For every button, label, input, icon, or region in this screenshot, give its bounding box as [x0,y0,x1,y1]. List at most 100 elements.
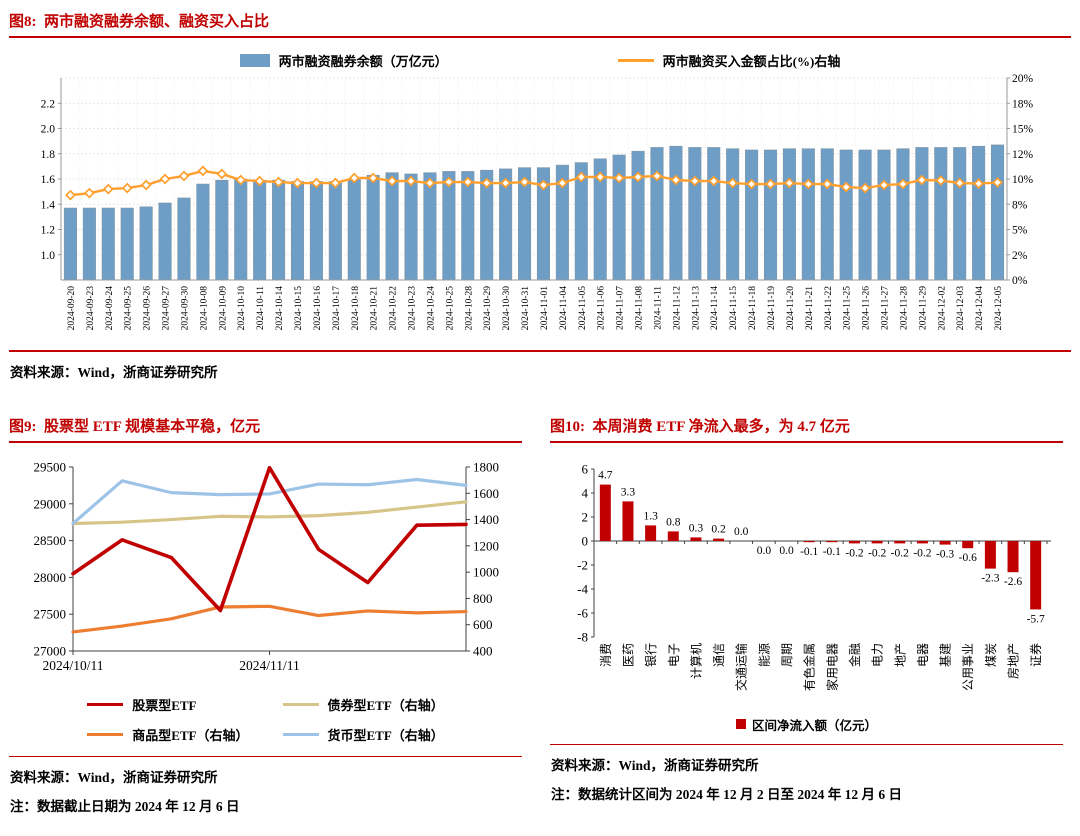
svg-text:2024-12-05: 2024-12-05 [994,286,1004,331]
svg-text:-0.2: -0.2 [845,547,863,559]
svg-text:0: 0 [582,533,589,548]
svg-text:2024-11-07: 2024-11-07 [616,286,626,330]
svg-text:煤炭: 煤炭 [984,643,998,667]
svg-text:2024-11-28: 2024-11-28 [899,286,909,330]
figure-10-note: 注：数据统计区间为 2024 年 12 月 2 日至 2024 年 12 月 6… [551,787,902,802]
svg-text:2.0: 2.0 [41,124,56,136]
svg-text:1200: 1200 [473,538,499,553]
legend-item-balance: 两市融资融券余额（万亿元） [239,51,448,70]
svg-text:-5.7: -5.7 [1027,613,1045,625]
legend-item-commodity-etf: 商品型ETF（右轴） [87,725,249,744]
svg-text:1.0: 1.0 [41,250,56,262]
svg-text:2024-12-04: 2024-12-04 [975,286,985,331]
legend-label-money-etf: 货币型ETF（右轴） [327,727,444,743]
line-swatch [617,59,654,62]
svg-text:2024-11-21: 2024-11-21 [805,286,815,330]
svg-text:2024-10-17: 2024-10-17 [332,286,342,331]
svg-text:0.3: 0.3 [689,522,704,534]
svg-text:2024-10-10: 2024-10-10 [237,286,247,331]
figure-9-title-rule [9,440,522,443]
svg-text:2024-10-08: 2024-10-08 [199,286,209,331]
svg-text:4: 4 [582,485,589,500]
svg-text:0.0: 0.0 [779,545,794,557]
svg-text:2024-11-22: 2024-11-22 [824,286,834,330]
svg-text:-2.6: -2.6 [1004,576,1022,588]
svg-text:1.3: 1.3 [643,510,658,522]
svg-text:2024-11-06: 2024-11-06 [597,286,607,330]
figure-8: 图8: 两市融资融券余额、融资买入占比 两市融资融券余额（万亿元） 两市融资买入… [9,6,1071,381]
figure-10-title: 图10: 本周消费 ETF 净流入最多，为 4.7 亿元 [550,418,850,435]
etf-scale-chart: 29500 29000 28500 28000 27500 27000 1800 1600 14… [34,459,500,673]
svg-text:2024-10-09: 2024-10-09 [218,286,228,331]
legend-item-stock-etf: 股票型ETF [87,695,248,714]
bar-swatch [239,54,270,67]
svg-text:2024-11-29: 2024-11-29 [918,286,928,330]
svg-text:800: 800 [473,590,493,605]
figure-9-bottom-rule [9,755,522,757]
svg-text:8%: 8% [1012,199,1028,211]
margin-balance-chart: 2.2 2.0 1.8 1.6 1.4 1.2 1.0 20% 18% 15% 12% 10% 8% 5%… [41,73,1034,331]
svg-text:2024-10-11: 2024-10-11 [256,286,266,330]
legend-item-money-etf: 货币型ETF（右轴） [282,725,444,744]
figure-8-title-rule [9,36,1071,38]
svg-text:通信: 通信 [712,643,726,667]
svg-text:27000: 27000 [34,643,67,658]
svg-text:0.0: 0.0 [757,545,772,557]
svg-text:1.8: 1.8 [41,149,56,161]
figure-8-legend: 两市融资融券余额（万亿元） 两市融资买入金额占比(%)右轴 [9,51,1071,70]
svg-text:2024-09-27: 2024-09-27 [162,286,172,331]
svg-text:29500: 29500 [34,459,67,474]
svg-text:-0.2: -0.2 [913,547,931,559]
svg-text:4.7: 4.7 [598,469,613,481]
svg-text:-6: -6 [577,605,588,620]
svg-text:计算机: 计算机 [688,643,703,679]
svg-text:2024-10-31: 2024-10-31 [521,286,531,331]
figure-8-bottom-rule [9,350,1071,352]
svg-text:2024-10-15: 2024-10-15 [294,286,304,331]
svg-text:0.0: 0.0 [734,526,749,538]
svg-text:-0.2: -0.2 [891,547,909,559]
legend-label-netflow: 区间净流入额（亿元） [751,718,877,733]
legend-label-commodity-etf: 商品型ETF（右轴） [132,727,249,743]
svg-text:28000: 28000 [34,569,67,584]
figure-8-title: 图8: 两市融资融券余额、融资买入占比 [9,14,269,30]
svg-text:2024-11-12: 2024-11-12 [672,286,682,330]
svg-text:1.4: 1.4 [41,199,56,211]
svg-text:2024-11-08: 2024-11-08 [635,286,645,330]
svg-text:证券: 证券 [1028,643,1043,667]
svg-text:2024-10-18: 2024-10-18 [351,286,361,331]
svg-text:公用事业: 公用事业 [961,643,975,691]
svg-text:2024-10-29: 2024-10-29 [483,286,493,331]
svg-text:0.2: 0.2 [711,523,726,535]
svg-text:-0.3: -0.3 [936,548,954,560]
svg-text:12%: 12% [1012,149,1034,161]
svg-text:1800: 1800 [473,459,499,474]
svg-text:-2: -2 [577,557,588,572]
svg-text:有色金属: 有色金属 [802,643,817,691]
svg-text:2024-11-26: 2024-11-26 [862,286,872,330]
svg-text:1.2: 1.2 [41,225,56,237]
svg-text:2024-11-14: 2024-11-14 [710,286,720,330]
figure-10-legend: 区间净流入额（亿元） [550,715,1063,734]
svg-text:2024-10-21: 2024-10-21 [370,286,380,331]
svg-text:1.6: 1.6 [41,174,56,186]
svg-text:金融: 金融 [847,643,862,667]
svg-text:2024-11-11: 2024-11-11 [653,286,663,330]
stock-etf-swatch [87,702,124,706]
svg-text:2024-09-23: 2024-09-23 [86,286,96,331]
legend-label-bond-etf: 债券型ETF（右轴） [327,697,444,713]
svg-text:2024-10-30: 2024-10-30 [502,286,512,331]
svg-text:2024-12-03: 2024-12-03 [956,286,966,331]
svg-text:1000: 1000 [473,564,499,579]
svg-text:20%: 20% [1012,73,1034,85]
figure-9-legend: 股票型ETF 债券型ETF（右轴） 商品型ETF（右轴） 货币型ETF（右轴） [9,695,522,744]
svg-text:0%: 0% [1012,275,1028,287]
svg-text:1600: 1600 [473,485,499,500]
figure-10: 图10: 本周消费 ETF 净流入最多，为 4.7 亿元 6 4 2 0 -2 -4 -6 -… [550,411,1063,816]
svg-text:2024-10-23: 2024-10-23 [408,286,418,331]
svg-text:2024-11-13: 2024-11-13 [691,286,701,330]
figure-9-title: 图9: 股票型 ETF 规模基本平稳，亿元 [9,418,261,435]
svg-text:2024-10-22: 2024-10-22 [389,286,399,331]
svg-text:2024-12-02: 2024-12-02 [937,286,947,331]
